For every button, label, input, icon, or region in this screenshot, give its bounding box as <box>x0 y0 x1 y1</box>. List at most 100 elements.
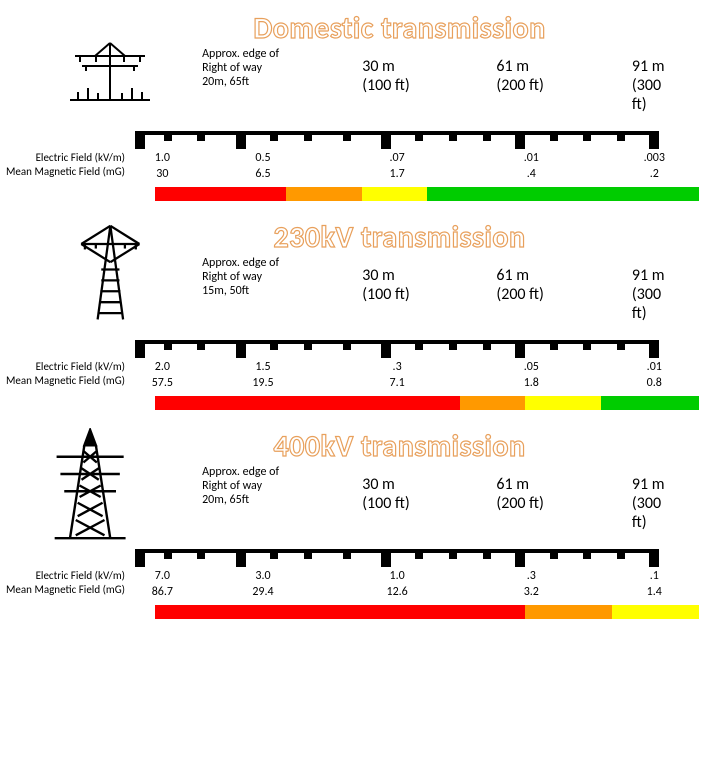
title-230kv: 230kV transmission <box>100 219 699 256</box>
color-segment-orange <box>460 396 525 410</box>
dist-m: 30 m <box>362 475 410 494</box>
ruler-tick-small <box>550 340 558 350</box>
ruler-tick-small <box>164 131 172 141</box>
color-segment-green <box>601 396 699 410</box>
electric-value: 1.0 <box>386 569 407 585</box>
tower-400kv <box>30 428 150 543</box>
color-segment-orange <box>525 605 612 619</box>
dist-m: 91 m <box>632 266 677 285</box>
ruler-tick-small <box>304 340 312 350</box>
ruler-tick-small <box>343 131 351 141</box>
value-col-0: 2.057.5 <box>152 360 173 391</box>
row-l1: Approx. edge of <box>202 47 279 61</box>
electric-value: 1.5 <box>252 360 273 376</box>
magnetic-field-label: Mean Magnetic Field (mG) <box>0 165 125 179</box>
ruler-tick-big <box>649 549 659 567</box>
ruler-tick-big <box>236 549 246 567</box>
distance-label-0: 30 m(100 ft) <box>362 266 410 304</box>
ruler-tick-small <box>197 549 205 559</box>
ruler-tick-small <box>449 340 457 350</box>
magnetic-field-label: Mean Magnetic Field (mG) <box>0 374 125 388</box>
row-l3: 20m, 65ft <box>202 493 279 507</box>
magnetic-value: 57.5 <box>152 376 173 392</box>
electric-value: .07 <box>390 151 405 167</box>
magnetic-value: 1.8 <box>524 376 539 392</box>
tower-400kv-icon <box>47 428 133 543</box>
ruler-tick-big <box>135 340 145 358</box>
electric-field-label: Electric Field (kV/m) <box>0 151 125 165</box>
distance-label-0: 30 m(100 ft) <box>362 57 410 95</box>
ruler-tick-small <box>617 340 625 350</box>
ruler <box>140 131 654 151</box>
electric-value: .01 <box>524 151 539 167</box>
magnetic-value: 7.1 <box>390 376 405 392</box>
color-segment-orange <box>286 187 362 201</box>
value-col-4: .11.4 <box>647 569 662 600</box>
section-domestic: Domestic transmission Approx. edge ofRig… <box>20 10 699 201</box>
dist-m: 30 m <box>362 266 410 285</box>
ruler-tick-big <box>381 340 391 358</box>
distance-label-2: 91 m(300 ft) <box>632 57 677 114</box>
safety-color-bar <box>155 396 699 410</box>
dist-ft: (100 ft) <box>362 76 410 95</box>
field-row-labels: Electric Field (kV/m)Mean Magnetic Field… <box>0 151 125 180</box>
magnetic-value: 86.7 <box>152 585 173 601</box>
ruler-tick-big <box>135 131 145 149</box>
electric-value: 2.0 <box>152 360 173 376</box>
ruler-tick-big <box>515 549 525 567</box>
ruler <box>140 549 654 569</box>
magnetic-value: 1.7 <box>390 167 405 183</box>
dist-m: 30 m <box>362 57 410 76</box>
distance-label-1: 61 m(200 ft) <box>496 57 544 95</box>
value-col-1: 0.56.5 <box>255 151 270 182</box>
ruler-tick-small <box>270 131 278 141</box>
distance-label-2: 91 m(300 ft) <box>632 475 677 532</box>
right-of-way-label: Approx. edge ofRight of way20m, 65ft <box>202 465 279 507</box>
ruler-tick-small <box>483 131 491 141</box>
field-row-labels: Electric Field (kV/m)Mean Magnetic Field… <box>0 569 125 598</box>
ruler-tick-small <box>164 549 172 559</box>
distance-label-0: 30 m(100 ft) <box>362 475 410 513</box>
safety-color-bar <box>155 187 699 201</box>
ruler-tick-small <box>304 131 312 141</box>
ruler-tick-small <box>415 340 423 350</box>
ruler-tick-small <box>270 340 278 350</box>
ruler-tick-big <box>515 340 525 358</box>
safety-color-bar <box>155 605 699 619</box>
electric-value: 7.0 <box>152 569 173 585</box>
distance-labels: Approx. edge ofRight of way20m, 65ft 30 m… <box>140 465 699 507</box>
ruler-tick-small <box>449 549 457 559</box>
magnetic-value: 12.6 <box>386 585 407 601</box>
ruler-tick-small <box>343 340 351 350</box>
dist-m: 91 m <box>632 475 677 494</box>
magnetic-value: 29.4 <box>252 585 273 601</box>
dist-ft: (200 ft) <box>496 494 544 513</box>
ruler-tick-big <box>236 131 246 149</box>
dist-m: 61 m <box>496 475 544 494</box>
dist-ft: (300 ft) <box>632 76 677 114</box>
ruler-tick-small <box>583 131 591 141</box>
ruler-tick-small <box>483 340 491 350</box>
row-l2: Right of way <box>202 479 279 493</box>
dist-ft: (300 ft) <box>632 285 677 323</box>
title-400kv: 400kV transmission <box>100 428 699 465</box>
ruler-tick-big <box>381 549 391 567</box>
section-400kv: 400kV transmission Approx. edge ofRight … <box>20 428 699 619</box>
title-domestic: Domestic transmission <box>100 10 699 47</box>
magnetic-value: 6.5 <box>255 167 270 183</box>
ruler-tick-small <box>415 131 423 141</box>
ruler-tick-big <box>135 549 145 567</box>
ruler-tick-small <box>617 131 625 141</box>
ruler-tick-small <box>197 131 205 141</box>
electric-value: .01 <box>647 360 662 376</box>
value-col-3: .01.4 <box>524 151 539 182</box>
row-l3: 20m, 65ft <box>202 75 279 89</box>
ruler-area: Approx. edge ofRight of way15m, 50ft30 m… <box>140 256 699 360</box>
row-l3: 15m, 50ft <box>202 284 279 298</box>
magnetic-value: 3.2 <box>524 585 539 601</box>
electric-value: .3 <box>390 360 405 376</box>
value-col-2: 1.012.6 <box>386 569 407 600</box>
ruler-tick-big <box>649 340 659 358</box>
distance-labels: Approx. edge ofRight of way15m, 50ft30 m… <box>140 256 699 298</box>
ruler-tick-big <box>236 340 246 358</box>
